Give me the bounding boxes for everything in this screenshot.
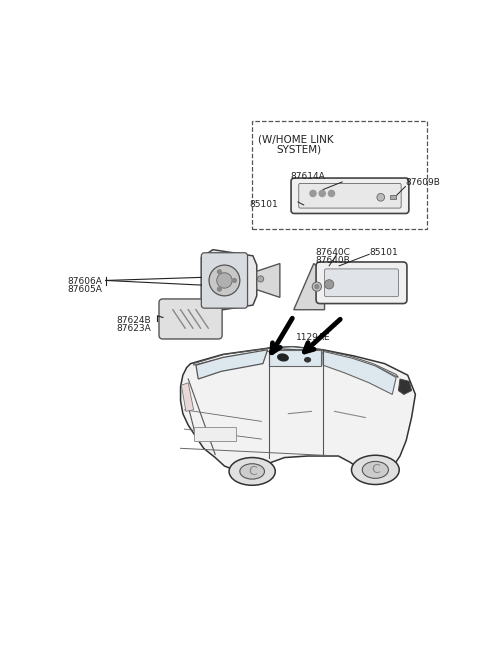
Bar — [252, 121, 427, 229]
Circle shape — [319, 190, 325, 197]
Text: 87614A: 87614A — [290, 172, 324, 181]
Circle shape — [310, 190, 316, 197]
FancyBboxPatch shape — [159, 299, 222, 339]
Circle shape — [312, 282, 322, 291]
Text: (W/HOME LINK: (W/HOME LINK — [258, 134, 334, 144]
Bar — [193, 427, 236, 441]
Text: 87623A: 87623A — [117, 323, 151, 333]
Text: 87640C: 87640C — [315, 248, 350, 257]
Polygon shape — [257, 264, 280, 297]
Polygon shape — [398, 379, 411, 394]
Text: 87640B: 87640B — [315, 256, 350, 265]
Ellipse shape — [304, 358, 311, 362]
FancyBboxPatch shape — [299, 184, 401, 208]
Text: 87609B: 87609B — [406, 178, 440, 187]
Circle shape — [324, 279, 334, 289]
Circle shape — [209, 265, 240, 296]
Circle shape — [258, 276, 264, 282]
FancyBboxPatch shape — [201, 253, 248, 308]
Circle shape — [217, 273, 232, 288]
Circle shape — [377, 194, 384, 201]
Polygon shape — [201, 250, 257, 311]
FancyBboxPatch shape — [324, 269, 398, 297]
Ellipse shape — [277, 354, 288, 361]
Text: 87624B: 87624B — [117, 316, 151, 325]
Polygon shape — [294, 264, 324, 310]
Text: 87605A: 87605A — [67, 285, 102, 294]
Ellipse shape — [351, 455, 399, 485]
Polygon shape — [323, 352, 396, 394]
FancyBboxPatch shape — [316, 262, 407, 304]
Text: C: C — [248, 465, 256, 478]
Circle shape — [232, 279, 236, 282]
Circle shape — [315, 285, 319, 289]
Text: 85101: 85101 — [250, 199, 278, 209]
Polygon shape — [181, 383, 193, 411]
Ellipse shape — [229, 458, 275, 485]
Text: C: C — [371, 463, 380, 476]
Polygon shape — [196, 350, 267, 379]
Ellipse shape — [240, 464, 264, 479]
FancyBboxPatch shape — [291, 178, 409, 213]
Polygon shape — [267, 346, 323, 350]
Text: 87606A: 87606A — [67, 277, 102, 287]
Polygon shape — [269, 350, 322, 366]
Polygon shape — [180, 346, 415, 472]
Circle shape — [217, 270, 221, 274]
Text: 85101: 85101 — [369, 248, 398, 257]
Circle shape — [217, 287, 221, 291]
Ellipse shape — [362, 461, 388, 478]
Circle shape — [328, 190, 335, 197]
Text: SYSTEM): SYSTEM) — [277, 145, 322, 155]
Text: 1129AE: 1129AE — [296, 333, 331, 342]
Bar — [390, 195, 396, 199]
